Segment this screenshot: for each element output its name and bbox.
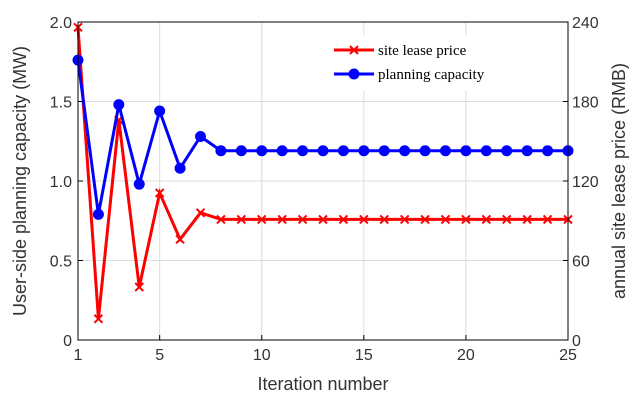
legend-box: [329, 35, 541, 91]
data-point-planning-capacity: [256, 145, 268, 157]
data-point-planning-capacity: [133, 178, 145, 190]
data-point-site-lease-price: [318, 214, 328, 225]
data-point-planning-capacity: [358, 145, 370, 157]
y-left-tick-label: 0.5: [50, 254, 72, 271]
legend-label-site-lease-price: site lease price: [378, 43, 467, 59]
legend: site lease price planning capacity: [329, 35, 541, 91]
data-point-planning-capacity: [501, 145, 513, 157]
data-point-planning-capacity: [297, 145, 309, 157]
data-point-site-lease-price: [379, 214, 389, 225]
data-point-planning-capacity: [460, 145, 472, 157]
data-point-site-lease-price: [399, 214, 410, 225]
data-point-site-lease-price: [195, 208, 206, 218]
data-point-planning-capacity: [154, 105, 166, 117]
data-point-site-lease-price: [93, 314, 104, 324]
data-point-site-lease-price: [277, 214, 287, 225]
data-point-site-lease-price: [175, 234, 185, 245]
data-point-planning-capacity: [215, 145, 227, 157]
data-point-site-lease-price: [461, 214, 471, 225]
y-right-tick-label: 120: [572, 174, 599, 191]
y-right-tick-label: 240: [572, 15, 599, 32]
data-point-planning-capacity: [113, 99, 125, 111]
data-point-site-lease-price: [257, 214, 267, 225]
data-point-planning-capacity: [317, 145, 329, 157]
y-left-tick-label: 1.5: [50, 95, 72, 112]
legend-marker-site-lease-price: [349, 45, 359, 55]
data-point-planning-capacity: [542, 145, 554, 157]
data-point-planning-capacity: [174, 162, 186, 174]
data-point-site-lease-price: [216, 214, 226, 225]
y-axis-right-label: annual site lease price (RMB): [609, 63, 629, 299]
data-point-site-lease-price: [236, 214, 247, 225]
data-point-site-lease-price: [542, 214, 553, 225]
data-point-planning-capacity: [399, 145, 411, 157]
data-point-site-lease-price: [134, 282, 144, 292]
data-point-site-lease-price: [338, 214, 349, 225]
data-point-planning-capacity: [378, 145, 390, 157]
y-right-tick-label: 0: [572, 333, 581, 350]
data-point-site-lease-price: [359, 214, 369, 225]
legend-label-planning-capacity: planning capacity: [378, 67, 485, 83]
data-point-site-lease-price: [522, 214, 532, 225]
y-right-tick-label: 180: [572, 95, 599, 112]
x-tick-label: 25: [559, 347, 577, 364]
y-left-tick-label: 2.0: [50, 15, 72, 32]
y-right-tick-label: 60: [572, 254, 590, 271]
data-point-planning-capacity: [235, 145, 247, 157]
x-axis-label: Iteration number: [257, 374, 388, 394]
legend-marker-planning-capacity: [348, 68, 360, 80]
x-tick-label: 10: [253, 347, 271, 364]
data-point-planning-capacity: [419, 145, 431, 157]
data-point-planning-capacity: [440, 145, 451, 157]
y-axis-left-label: User-side planning capacity (MW): [10, 46, 30, 316]
x-tick-label: 15: [355, 347, 373, 364]
data-point-planning-capacity: [480, 145, 492, 157]
data-point-site-lease-price: [502, 214, 512, 225]
x-tick-label: 1: [74, 347, 83, 364]
data-point-site-lease-price: [154, 188, 165, 198]
data-point-planning-capacity: [195, 130, 206, 142]
data-point-planning-capacity: [521, 145, 533, 157]
data-point-planning-capacity: [92, 208, 104, 220]
data-point-site-lease-price: [440, 214, 451, 225]
data-point-site-lease-price: [481, 214, 492, 225]
data-point-site-lease-price: [420, 214, 430, 225]
data-point-planning-capacity: [276, 145, 288, 157]
x-tick-label: 5: [155, 347, 164, 364]
x-tick-label: 20: [457, 347, 475, 364]
data-point-planning-capacity: [337, 145, 349, 157]
data-point-site-lease-price: [297, 214, 308, 225]
y-left-tick-label: 0: [63, 333, 72, 350]
y-left-tick-label: 1.0: [50, 174, 72, 191]
